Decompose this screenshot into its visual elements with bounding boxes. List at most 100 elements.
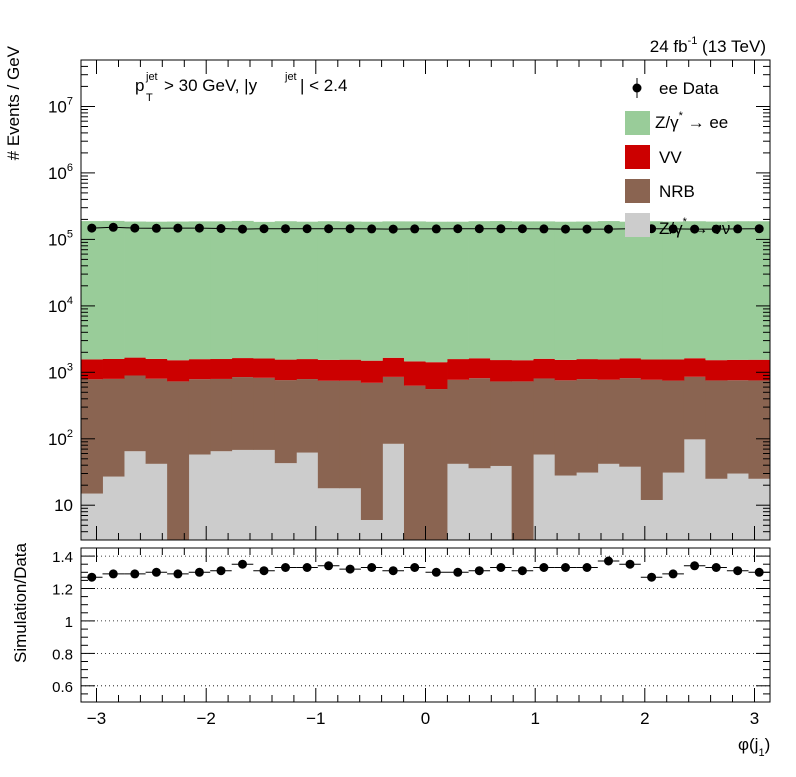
bar-vv-19 <box>490 360 513 382</box>
data-point-11 <box>324 224 334 234</box>
bar-zee-3 <box>145 221 168 359</box>
main-stack-bars <box>81 220 771 540</box>
data-point-22 <box>561 224 570 234</box>
ratio-gridlines <box>81 555 770 687</box>
bar-nrb-26 <box>640 379 663 500</box>
bar-nrb-8 <box>253 377 276 450</box>
bar-zee-8 <box>253 221 276 359</box>
cut-pt-rest: > 30 GeV, |y <box>164 76 258 95</box>
bar-zee-18 <box>468 221 491 359</box>
ratio-point-3 <box>151 567 161 577</box>
bar-nrb-19 <box>490 381 513 466</box>
ratio-point-21 <box>539 563 549 572</box>
legend: ee Data Z/γ* → ee VV NRB Z/γ* → νν <box>625 78 730 238</box>
data-point-16 <box>431 224 441 234</box>
ratio-point-0 <box>87 572 97 582</box>
bar-vv-18 <box>468 358 491 379</box>
bar-zee-15 <box>403 221 426 362</box>
bar-vv-0 <box>81 359 103 380</box>
bar-vv-24 <box>597 359 620 380</box>
main-y-tick-label-4: 105 <box>48 228 73 249</box>
bar-znn-9 <box>274 463 297 540</box>
bar-nrb-0 <box>81 379 103 494</box>
bar-vv-20 <box>511 360 534 382</box>
bar-vv-7 <box>231 358 254 378</box>
bar-vv-14 <box>382 357 405 377</box>
data-point-6 <box>216 224 226 233</box>
x-axis-title-main: φ(j <box>738 735 758 754</box>
bar-vv-27 <box>662 359 685 381</box>
bar-zee-27 <box>662 221 685 360</box>
bar-znn-21 <box>533 454 556 540</box>
cut-y-rest: | < 2.4 <box>300 76 347 95</box>
bar-nrb-4 <box>167 381 190 540</box>
ratio-point-7 <box>238 559 247 569</box>
ratio-y-tick-label-3: 1.2 <box>52 582 73 599</box>
bar-nrb-1 <box>102 378 125 477</box>
ratio-point-6 <box>216 566 226 576</box>
bar-znn-7 <box>231 449 254 540</box>
legend-nrb-swatch <box>625 179 650 203</box>
ratio-point-26 <box>647 572 657 582</box>
main-data-markers <box>87 222 764 234</box>
bar-znn-27 <box>662 472 685 540</box>
legend-vv-swatch <box>625 145 650 169</box>
ratio-point-14 <box>388 566 398 576</box>
bar-znn-23 <box>576 472 599 540</box>
main-y-tick-label-1: 102 <box>48 428 73 449</box>
bar-zee-16 <box>425 221 448 363</box>
bar-zee-26 <box>640 221 663 360</box>
ratio-point-28 <box>690 561 700 571</box>
bar-zee-17 <box>447 221 469 360</box>
ratio-point-19 <box>496 563 506 572</box>
bar-zee-28 <box>683 221 706 359</box>
data-point-9 <box>281 224 290 234</box>
bar-vv-25 <box>619 358 642 379</box>
bar-nrb-10 <box>296 379 319 453</box>
ratio-markers <box>81 556 770 582</box>
bar-vv-11 <box>317 359 340 381</box>
data-point-13 <box>367 224 377 234</box>
data-point-21 <box>539 224 549 234</box>
bar-znn-19 <box>490 465 513 540</box>
legend-entry-vv: VV <box>625 145 682 169</box>
data-point-12 <box>345 224 355 234</box>
bar-nrb-30 <box>726 380 749 474</box>
bar-nrb-11 <box>317 380 340 489</box>
ratio-point-13 <box>367 563 377 572</box>
bar-zee-29 <box>705 221 728 361</box>
bar-znn-22 <box>554 475 577 540</box>
data-point-29 <box>711 224 721 234</box>
bar-nrb-27 <box>662 380 685 473</box>
bar-vv-2 <box>124 357 146 376</box>
bar-znn-26 <box>640 499 663 540</box>
cut-pt-subscript: T <box>146 92 153 104</box>
bar-vv-5 <box>188 359 211 380</box>
legend-zee-text: Z/γ <box>655 113 679 132</box>
bar-nrb-20 <box>511 381 534 540</box>
data-point-5 <box>194 223 204 233</box>
ratio-point-31 <box>754 567 764 577</box>
data-point-31 <box>754 224 764 234</box>
bar-zee-1 <box>102 220 125 359</box>
data-point-27 <box>668 224 678 234</box>
main-y-tick-label-0: 10 <box>54 496 73 515</box>
bar-znn-31 <box>748 478 771 540</box>
bar-zee-31 <box>748 221 771 360</box>
bar-znn-0 <box>81 493 103 540</box>
bar-vv-1 <box>102 358 125 379</box>
bar-zee-12 <box>339 221 362 360</box>
bar-vv-28 <box>683 358 706 377</box>
bar-nrb-5 <box>188 379 211 455</box>
bar-znn-8 <box>253 449 276 540</box>
main-y-tick-label-2: 103 <box>48 361 73 382</box>
bar-nrb-18 <box>468 378 491 469</box>
data-point-18 <box>474 224 484 234</box>
ratio-point-23 <box>582 563 592 572</box>
ratio-y-tick-label-2: 1 <box>65 614 73 631</box>
data-point-23 <box>582 224 592 234</box>
bar-nrb-14 <box>382 376 405 444</box>
bar-zee-22 <box>554 221 577 360</box>
bar-znn-6 <box>210 451 233 540</box>
